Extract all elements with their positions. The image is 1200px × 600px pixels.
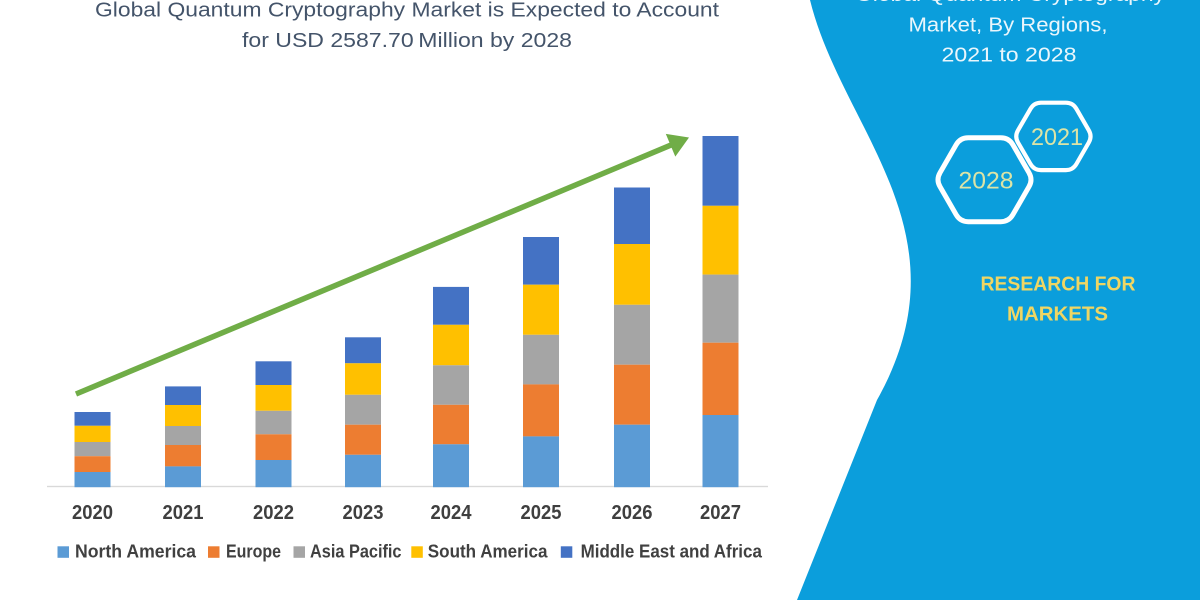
svg-text:for USD 2587.70 Million by 202: for USD 2587.70 Million by 2028 bbox=[242, 29, 572, 52]
svg-text:MARKETS: MARKETS bbox=[1007, 304, 1108, 326]
svg-text:Asia Pacific: Asia Pacific bbox=[310, 541, 402, 562]
svg-text:2025: 2025 bbox=[521, 501, 562, 524]
svg-text:2023: 2023 bbox=[343, 501, 384, 524]
svg-text:Middle East and Africa: Middle East and Africa bbox=[581, 541, 763, 562]
svg-text:Europe: Europe bbox=[226, 541, 281, 562]
svg-text:2024: 2024 bbox=[431, 501, 473, 524]
svg-text:Global Quantum Cryptography Ma: Global Quantum Cryptography Market is Ex… bbox=[95, 0, 719, 21]
svg-text:2027: 2027 bbox=[700, 501, 741, 524]
svg-text:2021 to 2028: 2021 to 2028 bbox=[942, 44, 1077, 67]
svg-text:Global Quantum Cryptography: Global Quantum Cryptography bbox=[855, 0, 1166, 6]
svg-text:2020: 2020 bbox=[72, 501, 113, 524]
svg-text:RESEARCH FOR: RESEARCH FOR bbox=[981, 274, 1137, 296]
svg-text:Market, By Regions,: Market, By Regions, bbox=[909, 13, 1108, 36]
svg-text:South America: South America bbox=[428, 541, 548, 562]
svg-text:2026: 2026 bbox=[612, 501, 653, 524]
svg-text:2022: 2022 bbox=[253, 501, 294, 524]
svg-text:North America: North America bbox=[75, 541, 197, 562]
svg-text:2028: 2028 bbox=[959, 167, 1014, 194]
svg-text:2021: 2021 bbox=[1031, 124, 1083, 151]
svg-text:2021: 2021 bbox=[163, 501, 204, 524]
